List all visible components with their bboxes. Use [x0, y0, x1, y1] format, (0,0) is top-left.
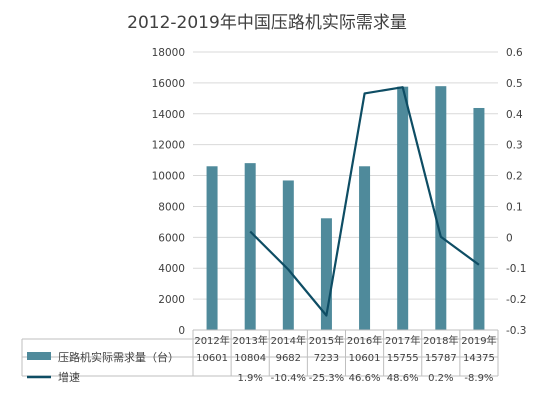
legend-label-demand: 压路机实际需求量（台）	[58, 350, 179, 364]
demand-value: 10601	[196, 353, 228, 364]
left-tick-label: 18000	[152, 47, 185, 59]
left-tick-label: 6000	[158, 232, 185, 244]
left-tick-label: 12000	[152, 140, 185, 152]
legend-swatch-bar	[27, 352, 51, 360]
bar-series	[206, 86, 485, 330]
left-tick-label: 10000	[152, 171, 185, 183]
growth-value: 0.2%	[428, 373, 453, 384]
bar	[473, 107, 485, 330]
legend-label-growth: 增速	[58, 370, 80, 384]
category-label: 2012年	[194, 334, 229, 347]
growth-line	[249, 86, 480, 317]
demand-value: 14375	[463, 353, 495, 364]
right-tick-label: -0.3	[506, 325, 527, 337]
right-tick-label: 0.5	[506, 78, 523, 90]
demand-value: 9682	[276, 353, 301, 364]
category-label: 2017年	[385, 334, 420, 347]
growth-value: -10.4%	[271, 373, 306, 384]
right-tick-label: -0.2	[506, 294, 527, 306]
right-tick-label: 0.6	[506, 47, 523, 59]
bar	[397, 86, 409, 330]
growth-line-series	[249, 86, 480, 317]
left-tick-label: 0	[178, 325, 185, 337]
growth-value: 48.6%	[387, 373, 419, 384]
bar	[359, 166, 371, 330]
category-label: 2018年	[423, 334, 458, 347]
right-tick-label: 0.4	[506, 109, 523, 121]
category-label: 2016年	[347, 334, 382, 347]
right-tick-label: 0.1	[506, 201, 523, 213]
data-table: 2012年 2013年 2014年 2015年 2016年 2017年 2018年 2019年…	[21, 329, 499, 384]
left-axis-ticks: 0 2000 4000 6000 8000 10000 12000 14000 16000 180…	[152, 47, 185, 337]
left-tick-label: 4000	[158, 263, 185, 275]
right-axis-ticks: -0.3 -0.2 -0.1 0 0.1 0.2 0.3 0.4 0.5 0.6	[506, 47, 527, 337]
left-tick-label: 2000	[158, 294, 185, 306]
demand-value: 10601	[349, 353, 381, 364]
right-tick-label: 0.3	[506, 140, 523, 152]
demand-value: 15755	[387, 353, 419, 364]
grid-lines	[193, 51, 498, 331]
demand-value: 10804	[234, 353, 266, 364]
category-label: 2014年	[271, 334, 306, 347]
demand-value: 15787	[425, 353, 457, 364]
right-tick-label: -0.1	[506, 263, 527, 275]
right-tick-label: 0	[506, 232, 513, 244]
demand-value: 7233	[314, 353, 339, 364]
category-label: 2015年	[309, 334, 344, 347]
left-tick-label: 14000	[152, 109, 185, 121]
left-tick-label: 8000	[158, 201, 185, 213]
chart-title: 2012-2019年中国压路机实际需求量	[127, 13, 407, 33]
growth-value: -8.9%	[464, 373, 493, 384]
bar	[244, 163, 256, 330]
growth-value: 1.9%	[237, 373, 262, 384]
bar	[435, 86, 447, 330]
bar	[320, 218, 332, 330]
right-tick-label: 0.2	[506, 171, 523, 183]
bar	[206, 166, 218, 330]
category-label: 2013年	[232, 334, 267, 347]
bar	[282, 180, 294, 330]
growth-value: -25.3%	[309, 373, 344, 384]
left-tick-label: 16000	[152, 78, 185, 90]
category-label: 2019年	[461, 334, 496, 347]
growth-value: 46.6%	[349, 373, 381, 384]
